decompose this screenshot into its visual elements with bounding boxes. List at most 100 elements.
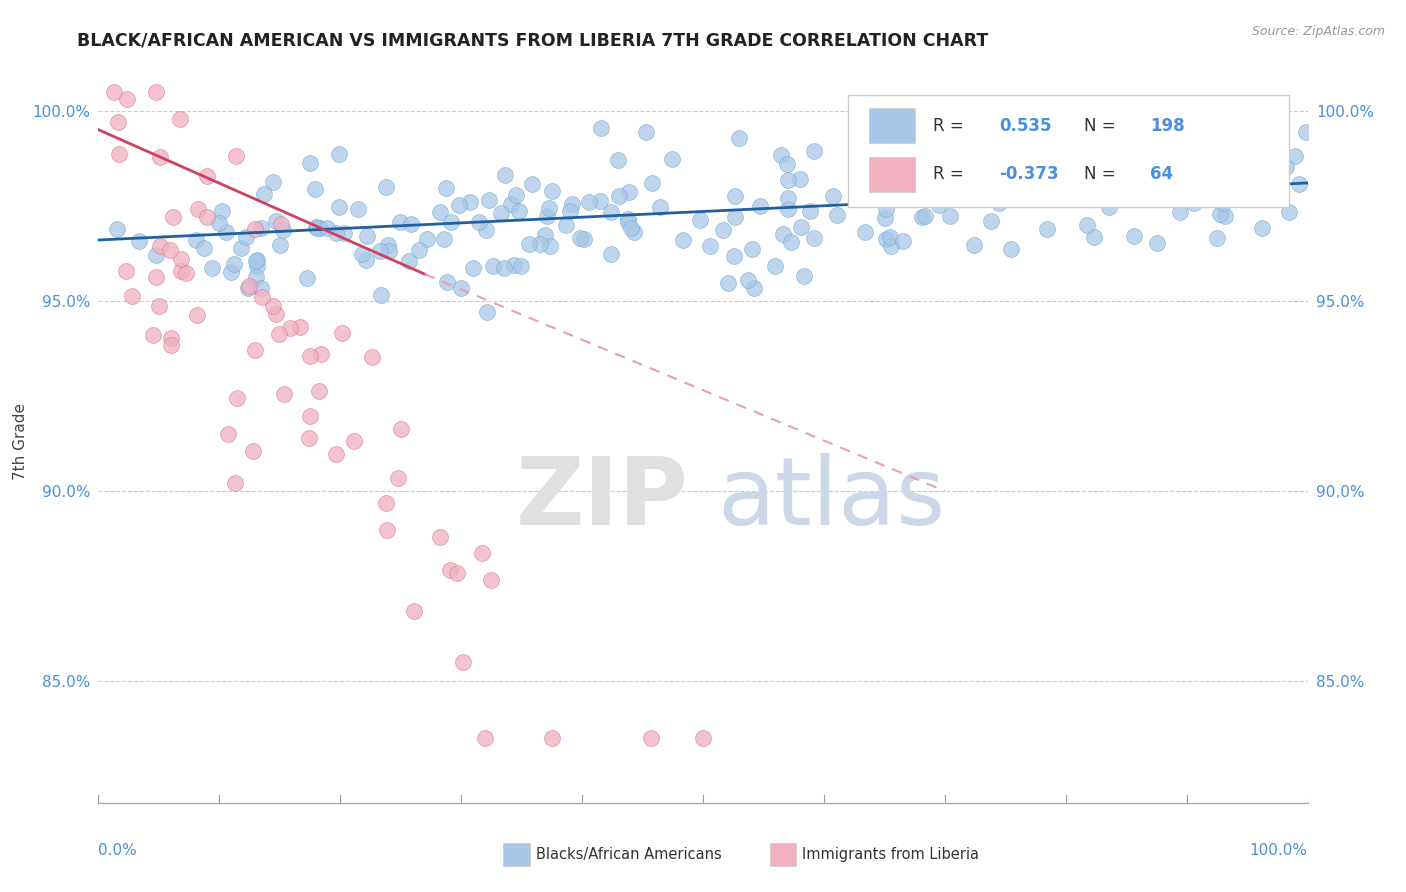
Point: [481, 573, 503, 587]
Point: [215, 225, 238, 239]
Point: [354, 252, 377, 267]
Point: [1215, 209, 1237, 223]
Point: [711, 223, 734, 237]
Point: [640, 731, 662, 746]
Point: [222, 257, 245, 271]
Point: [273, 223, 295, 237]
Point: [224, 475, 246, 490]
Point: [1087, 188, 1109, 202]
Point: [617, 185, 640, 199]
Point: [1135, 134, 1157, 148]
Point: [474, 731, 496, 746]
Point: [269, 238, 291, 252]
Point: [988, 196, 1011, 211]
Point: [776, 157, 799, 171]
Point: [799, 204, 821, 219]
FancyBboxPatch shape: [848, 95, 1289, 207]
Point: [555, 219, 578, 233]
Point: [197, 210, 219, 224]
Point: [450, 281, 472, 295]
Point: [607, 153, 630, 168]
Point: [589, 194, 612, 209]
Point: [121, 289, 143, 303]
Bar: [869, 109, 915, 143]
Point: [468, 215, 491, 229]
Point: [600, 205, 623, 219]
Point: [1066, 188, 1088, 202]
Point: [245, 253, 267, 268]
Text: 100.0%: 100.0%: [1250, 843, 1308, 857]
Point: [569, 231, 592, 245]
Point: [375, 523, 398, 537]
Point: [851, 161, 873, 175]
Point: [475, 223, 498, 237]
Point: [148, 299, 170, 313]
Point: [1275, 160, 1298, 174]
Point: [208, 217, 231, 231]
Point: [304, 182, 326, 196]
Point: [1005, 178, 1028, 193]
Point: [162, 211, 184, 225]
Point: [328, 147, 350, 161]
Point: [1123, 229, 1146, 244]
Point: [1295, 125, 1317, 139]
Bar: [869, 157, 915, 192]
Point: [723, 249, 745, 263]
Point: [243, 222, 266, 236]
Point: [145, 85, 167, 99]
Point: [1052, 153, 1074, 167]
Point: [475, 305, 498, 319]
Point: [993, 191, 1015, 205]
Text: Immigrants from Liberia: Immigrants from Liberia: [803, 847, 979, 862]
Point: [225, 149, 247, 163]
Point: [308, 384, 330, 398]
Point: [370, 288, 392, 302]
Point: [1090, 185, 1112, 199]
Point: [578, 194, 600, 209]
Point: [159, 338, 181, 352]
Point: [508, 204, 530, 219]
Point: [325, 226, 347, 240]
Point: [226, 391, 249, 405]
Text: atlas: atlas: [717, 453, 946, 545]
Point: [875, 211, 897, 226]
Point: [778, 190, 800, 204]
Point: [103, 85, 125, 99]
Point: [333, 226, 356, 240]
Point: [398, 254, 420, 268]
Point: [599, 247, 621, 261]
Point: [298, 409, 321, 423]
Point: [560, 204, 582, 219]
Point: [298, 349, 321, 363]
Point: [689, 213, 711, 227]
Point: [429, 204, 451, 219]
Point: [538, 201, 561, 215]
Point: [724, 210, 747, 224]
Point: [875, 202, 897, 216]
Point: [229, 241, 252, 255]
Text: N =: N =: [1084, 117, 1121, 135]
Point: [1092, 161, 1115, 176]
Point: [482, 259, 505, 273]
Point: [912, 136, 935, 151]
Point: [1278, 205, 1301, 219]
Point: [159, 331, 181, 345]
Point: [449, 197, 471, 211]
Point: [789, 219, 811, 234]
Point: [211, 203, 233, 218]
Point: [574, 232, 596, 246]
Text: 0.0%: 0.0%: [98, 843, 138, 857]
Point: [1119, 159, 1142, 173]
Point: [977, 155, 1000, 169]
Point: [250, 221, 273, 235]
Point: [879, 230, 901, 244]
Point: [505, 187, 527, 202]
Point: [128, 234, 150, 248]
Text: 198: 198: [1150, 117, 1185, 135]
Point: [1054, 185, 1077, 199]
Point: [763, 259, 786, 273]
Point: [1018, 184, 1040, 198]
Point: [145, 248, 167, 262]
Point: [117, 92, 139, 106]
Point: [821, 189, 844, 203]
